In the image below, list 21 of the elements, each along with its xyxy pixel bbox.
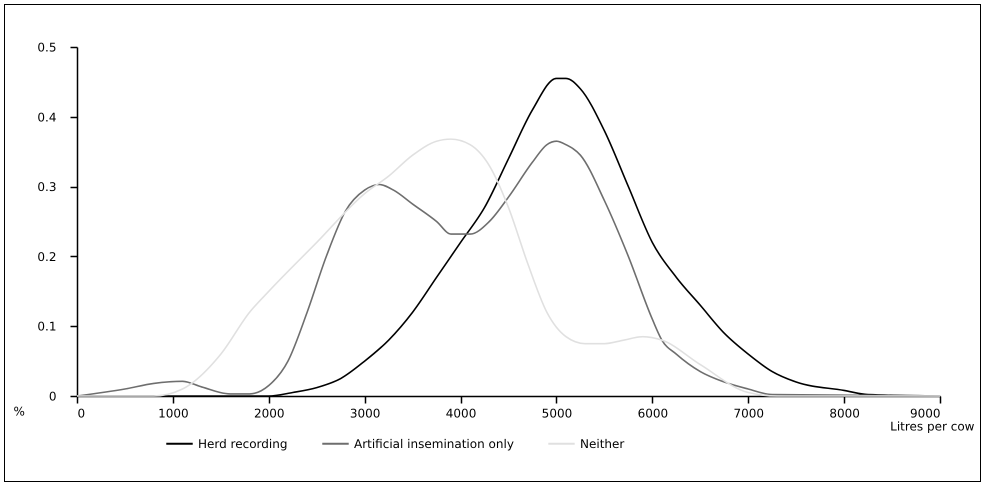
x-tick-label: 2000 <box>254 406 285 420</box>
legend-label: Artificial insemination only <box>354 436 514 451</box>
x-tick-label: 4000 <box>446 406 476 420</box>
x-tick-label: 9000 <box>910 406 940 420</box>
y-tick-label: 0.1 <box>37 320 56 334</box>
x-tick-label: 3000 <box>350 406 380 420</box>
legend-label: Neither <box>580 436 624 451</box>
legend-label: Herd recording <box>198 436 288 451</box>
y-tick-label: 0.2 <box>37 250 56 264</box>
y-tick-label: 0 <box>48 390 56 404</box>
y-axis-title: % <box>14 404 25 418</box>
x-axis-title: Litres per cow <box>890 420 975 434</box>
x-tick-label: 5000 <box>542 406 572 420</box>
x-tick-label: 8000 <box>829 406 860 420</box>
x-tick-label: 0 <box>78 406 86 420</box>
y-tick-label: 0.3 <box>37 180 56 194</box>
x-tick-label: 7000 <box>733 406 764 420</box>
x-tick-label: 1000 <box>158 406 189 420</box>
x-tick-label: 6000 <box>638 406 668 420</box>
y-tick-label: 0.5 <box>37 40 56 54</box>
y-tick-label: 0.4 <box>37 110 56 124</box>
